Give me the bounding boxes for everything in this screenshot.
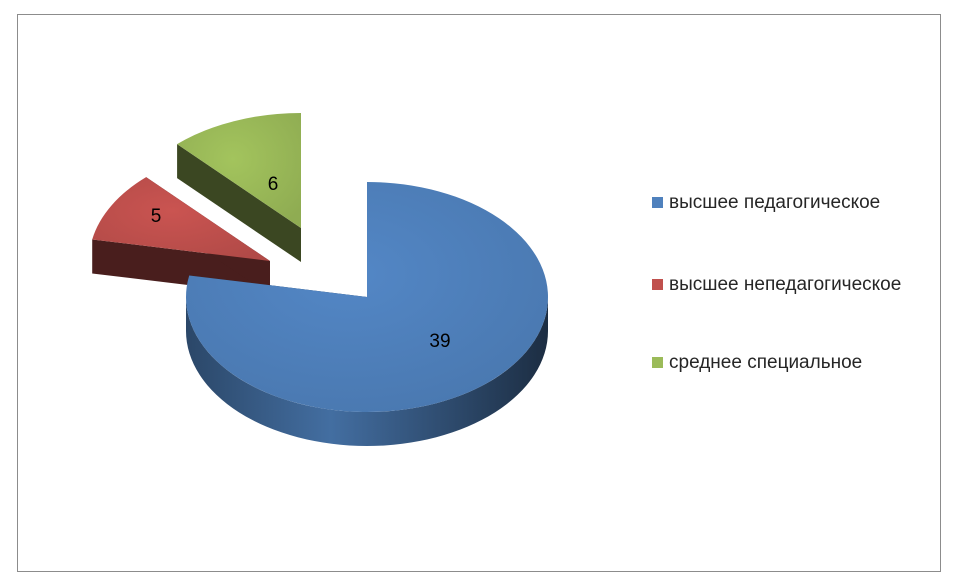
slice-secondary-special (177, 113, 301, 262)
legend-swatch (652, 279, 663, 290)
data-label-secondary-special: 6 (268, 174, 279, 195)
data-label-higher-nonpedagogical: 5 (151, 206, 162, 227)
legend-item-higher-nonpedagogical: высшее непедагогическое (652, 272, 937, 298)
legend-label: высшее непедагогическое (669, 274, 902, 295)
slice-higher-pedagogical (185, 182, 548, 446)
legend-swatch (652, 197, 663, 208)
legend-item-higher-pedagogical: высшее педагогическое (652, 190, 937, 216)
legend-swatch (652, 357, 663, 368)
legend-label: высшее педагогическое (669, 192, 881, 213)
legend-label: среднее специальное (669, 352, 863, 373)
legend-item-secondary-special: среднее специальное (652, 350, 937, 376)
data-label-higher-pedagogical: 39 (429, 331, 450, 352)
